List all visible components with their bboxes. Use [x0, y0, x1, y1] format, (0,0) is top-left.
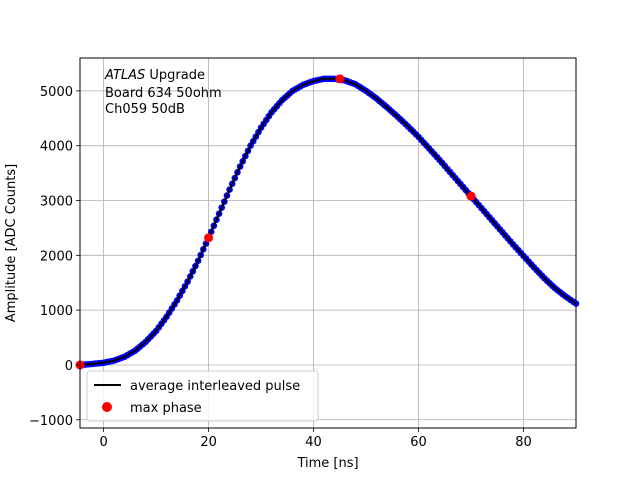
svg-text:ATLAS Upgrade: ATLAS Upgrade	[104, 68, 205, 83]
x-tick-label: 40	[305, 435, 322, 450]
y-tick-label: 4000	[40, 140, 73, 155]
y-tick-label: 5000	[40, 85, 73, 100]
average-pulse-line	[79, 77, 577, 366]
plot-annotation: ATLAS Upgrade Board 634 50ohm Ch059 50dB	[104, 68, 222, 117]
legend-label-max-phase: max phase	[130, 401, 202, 416]
legend: average interleaved pulse max phase	[86, 370, 319, 422]
y-tick-label: 0	[65, 359, 73, 374]
annotation-line2: Board 634 50ohm	[105, 86, 222, 101]
y-tick-label: 1000	[40, 304, 73, 319]
plot-frame	[79, 57, 577, 429]
legend-marker-max-phase	[102, 402, 112, 412]
max-phase-point	[204, 233, 214, 243]
x-tick-label: 20	[200, 435, 217, 450]
legend-box	[86, 370, 319, 422]
axis-ticks: 0 20 40 60 80 −1000 0 1000 2000 3000 4000 5000	[29, 85, 532, 450]
plot-data	[75, 74, 580, 370]
x-tick-label: 60	[410, 435, 427, 450]
annotation-line1-rest: Upgrade	[145, 68, 205, 83]
annotation-line3: Ch059 50dB	[105, 102, 185, 117]
x-tick-label: 80	[515, 435, 532, 450]
annotation-italic: ATLAS	[104, 68, 145, 83]
y-tick-label: 2000	[40, 249, 73, 264]
y-axis-label: Amplitude [ADC Counts]	[4, 164, 19, 322]
x-tick-label: 0	[99, 435, 107, 450]
y-tick-label: −1000	[29, 414, 73, 429]
y-tick-label: 3000	[40, 195, 73, 210]
max-phase-point	[335, 74, 345, 84]
legend-label-average: average interleaved pulse	[130, 379, 300, 394]
x-axis-label: Time [ns]	[296, 456, 358, 471]
max-phase-point	[466, 191, 476, 201]
